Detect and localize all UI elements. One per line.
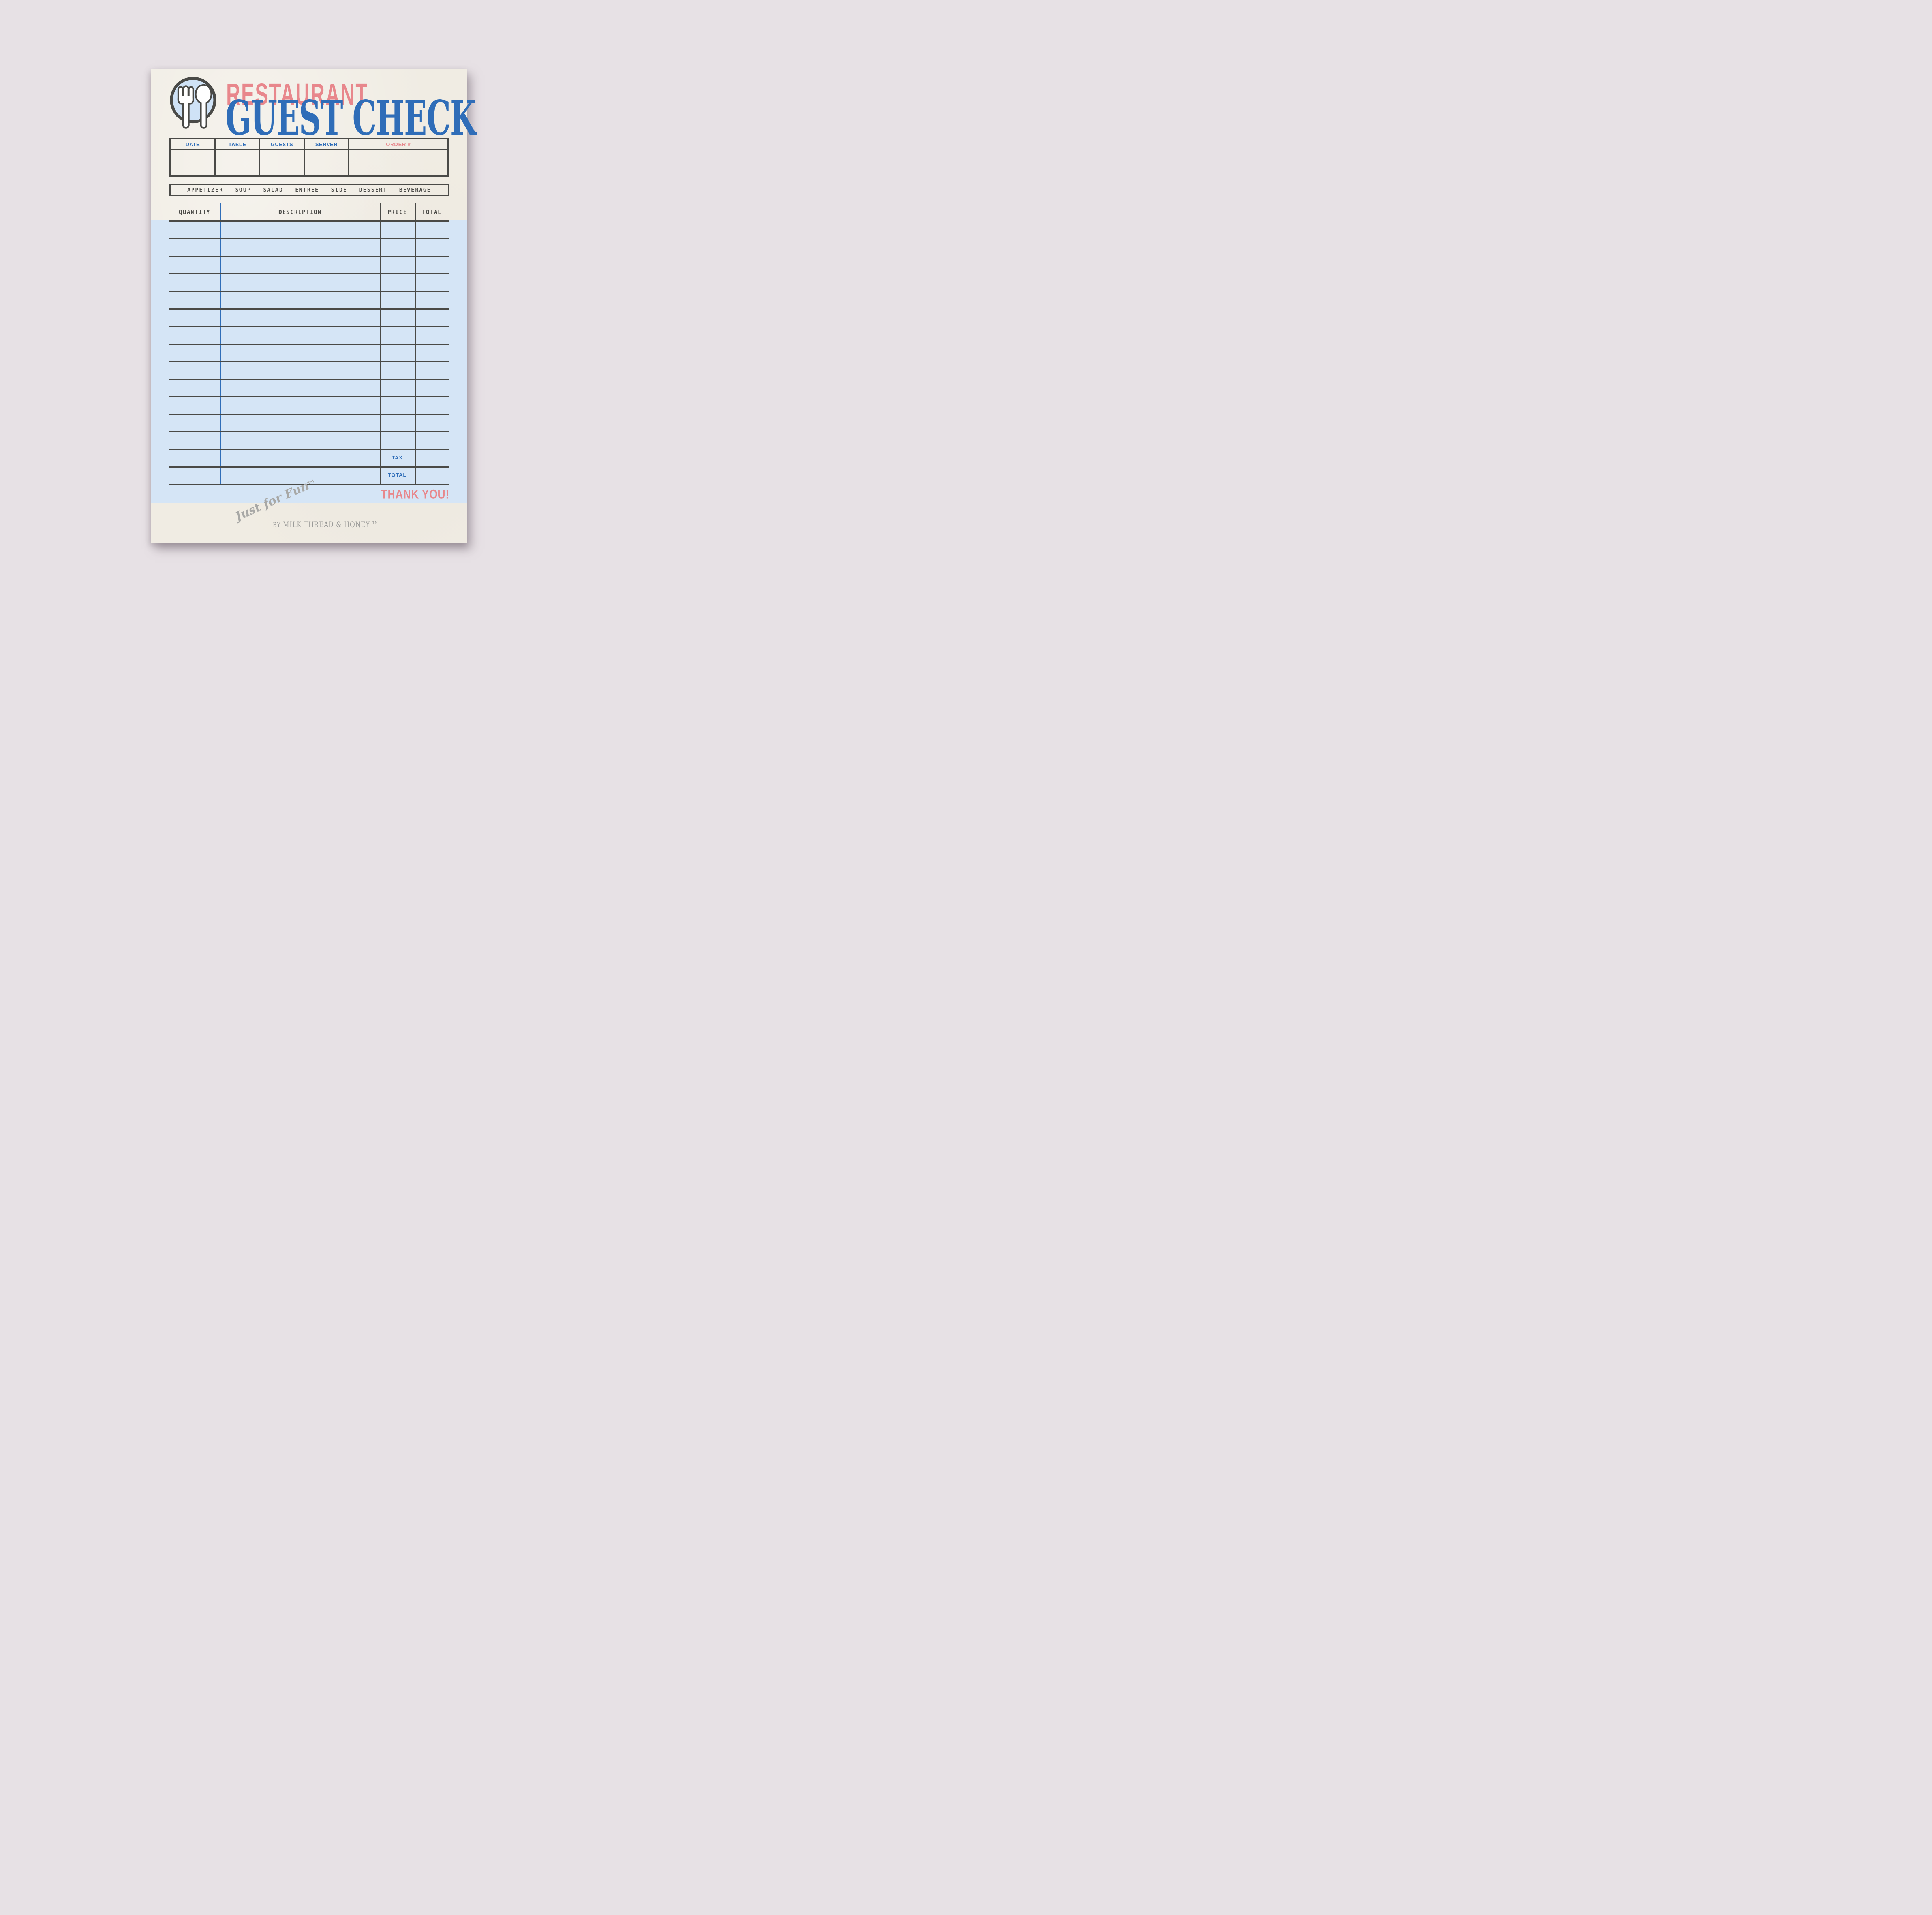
info-col-table: TABLE xyxy=(216,139,260,150)
order-row-line xyxy=(169,431,449,432)
order-row-line xyxy=(169,396,449,397)
info-col-guests: GUESTS xyxy=(260,139,305,150)
order-row-line xyxy=(169,256,449,257)
info-field-server xyxy=(305,150,349,175)
info-col-order-number: ORDER # xyxy=(349,139,447,150)
brand-word: RESTAURANT xyxy=(226,77,368,111)
guest-check-paper: RESTAURANT GUEST CHECK DATE TABLE GUESTS… xyxy=(151,69,476,543)
order-table-header-line xyxy=(169,220,449,222)
order-row-line xyxy=(169,291,449,292)
info-col-server: SERVER xyxy=(305,139,349,150)
order-row-line xyxy=(169,466,449,468)
info-field-table xyxy=(216,150,260,175)
info-field-order-number xyxy=(349,150,447,175)
col-header-price: PRICE xyxy=(387,208,407,216)
order-row-line xyxy=(169,273,449,274)
footer-byline: BY MILK THREAD & HONEY TM xyxy=(273,520,378,530)
col-header-total: TOTAL xyxy=(422,208,442,216)
tax-label: TAX xyxy=(392,455,403,460)
category-bar: APPETIZER - SOUP - SALAD - ENTREE - SIDE… xyxy=(169,184,449,196)
trademark-icon: TM xyxy=(307,479,315,486)
trademark-icon: TM xyxy=(372,521,378,526)
order-row-line xyxy=(169,326,449,327)
order-row-line xyxy=(169,238,449,239)
info-field-guests xyxy=(260,150,305,175)
order-row-line xyxy=(169,449,449,450)
spoon-icon xyxy=(196,85,211,127)
fork-icon xyxy=(179,87,193,127)
order-row-line xyxy=(169,413,449,415)
order-row-line xyxy=(169,308,449,310)
order-row-line xyxy=(169,343,449,345)
order-row-line xyxy=(169,361,449,362)
scene-background: RESTAURANT GUEST CHECK DATE TABLE GUESTS… xyxy=(0,0,618,613)
total-label: TOTAL xyxy=(388,472,407,478)
col-header-description: DESCRIPTION xyxy=(278,208,322,216)
col-header-quantity: QUANTITY xyxy=(178,208,211,216)
thank-you-text: THANK YOU! xyxy=(381,487,449,502)
info-field-date xyxy=(171,150,216,175)
page-title: GUEST CHECK xyxy=(225,90,476,147)
info-table: DATE TABLE GUESTS SERVER ORDER # xyxy=(169,138,449,177)
order-row-line xyxy=(169,484,449,485)
order-row-line xyxy=(169,378,449,380)
info-col-date: DATE xyxy=(171,139,216,150)
plate-fork-spoon-icon xyxy=(170,77,216,129)
